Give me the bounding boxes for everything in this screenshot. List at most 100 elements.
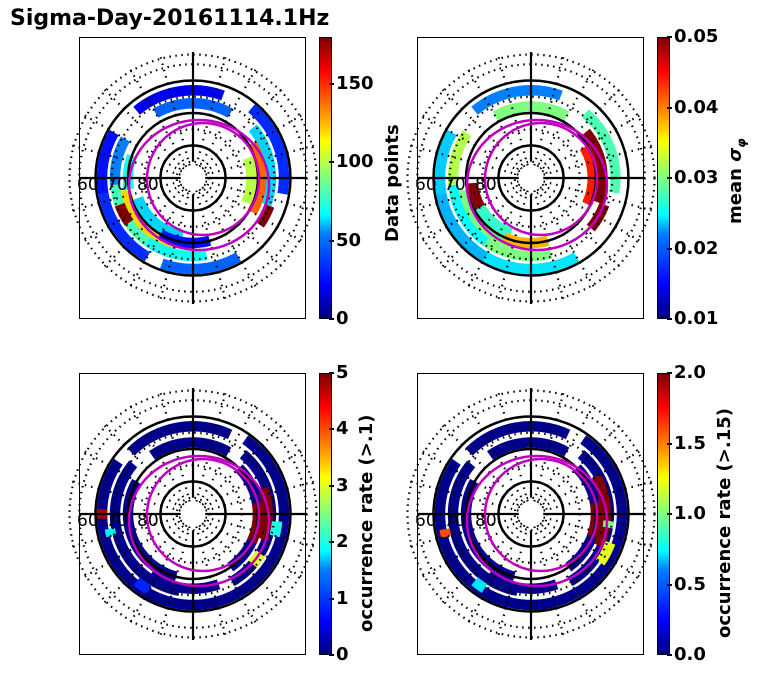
data-bin [471,196,513,238]
colorbar-tick-label: 150 [336,73,374,94]
dotted-lat-circle [68,53,318,303]
lat-label: 80 [137,175,159,195]
data-bin [133,85,225,115]
data-bin [114,202,134,226]
polar-plot: 60 70 80 [405,52,657,304]
data-bin [447,130,472,186]
colorbar-tick-mark [667,442,672,445]
colorbar-tick-mark [329,484,334,487]
dotted-lat-circle [513,160,549,196]
data-bin [109,460,181,596]
colorbar-tick-label: 0.0 [674,644,706,665]
colorbar-tick-mark [667,177,672,179]
data-bin [467,182,485,210]
lat-label: 70 [444,175,466,195]
polar-plot: 60 70 80 [67,52,319,304]
colorbar-tick-mark [329,428,334,431]
dotted-lat-circle [406,389,656,639]
auroral-oval-poleward [483,121,599,237]
auroral-oval-poleward [145,457,261,573]
colorbar-label: occurrence rate (>.1) [356,414,377,632]
data-bin [127,421,233,456]
data-bin [241,156,257,205]
dotted-mlt-line [539,186,624,271]
data-bin [133,196,184,241]
dotted-lat-circle [175,496,211,532]
dotted-lat-circle [513,496,549,532]
data-bin [482,252,580,275]
colorbar-tick-label: 1.0 [674,503,706,524]
auroral-oval-equatorward [465,118,609,252]
data-bin [147,570,221,594]
data-bin [573,435,628,598]
data-bin [471,577,488,593]
colorbar-tick-mark [329,318,334,320]
auroral-oval-poleward [145,121,261,237]
data-bin [255,204,275,228]
colorbar-tick-label: 0 [336,644,349,665]
data-bin [235,435,290,598]
colorbar-tick-label: 3 [336,474,349,496]
colorbar-tick-mark [667,106,672,109]
data-bin [501,232,550,249]
colorbar-tick-label: 0.03 [674,167,719,188]
data-bin [229,450,277,587]
dotted-lat-circle [68,389,318,639]
colorbar-tick-mark [667,36,672,38]
lat-label: 80 [137,511,159,531]
data-bin [475,584,580,611]
auroral-oval-equatorward [465,454,609,588]
data-bin [471,85,563,115]
polar-axes: 60 70 80 [405,373,657,655]
colorbar-label: mean σφ [725,138,749,224]
colorbar-tick-label: 4 [336,418,349,440]
data-bin [137,584,242,611]
colorbar-tick-label: 0.02 [674,237,719,259]
lat-label: 60 [77,175,99,195]
colorbar-tick-mark [329,239,334,242]
dotted-lat-circle [175,160,211,196]
colorbar-tick-label: 2 [336,531,349,553]
colorbar-tick-mark [329,597,334,600]
colorbar-tick-mark [329,372,334,374]
lat-label: 70 [444,511,466,531]
colorbar-tick-mark [329,654,334,656]
data-bin [483,237,553,262]
polar-axes: 60 70 80 [67,37,319,319]
data-bin [487,437,570,460]
colorbar-tick-label: 1.5 [674,432,706,454]
data-bin [160,252,242,275]
data-bin [434,458,509,607]
colorbar-tick-label: 0 [336,308,349,329]
colorbar-tick-mark [667,654,672,656]
data-bin [248,104,290,195]
colorbar-tick-label: 100 [336,151,374,173]
data-bin [581,128,608,205]
lat-label: 70 [106,175,128,195]
colorbar-tick-mark [667,513,672,515]
colorbar [319,373,332,655]
lat-label: 60 [415,511,437,531]
colorbar-tick-mark [329,83,334,85]
data-bin [98,192,151,262]
colorbar-tick-label: 50 [336,229,362,251]
auroral-oval-poleward [483,457,599,573]
lat-label: 70 [106,511,128,531]
lat-label: 60 [77,511,99,531]
colorbar-tick-label: 5 [336,362,349,383]
colorbar-label-text: mean σφ [725,138,749,224]
data-bin [447,460,519,596]
polar-plot: 60 70 80 [405,388,657,640]
colorbar-tick-mark [667,372,672,374]
colorbar [319,37,332,319]
data-bin [485,570,559,594]
data-bin [465,421,571,456]
figure-title: Sigma-Day-20161114.1Hz [10,6,330,31]
colorbar-label: Data points [382,124,403,242]
data-bin [149,437,232,460]
colorbar-tick-label: 0.01 [674,308,719,329]
data-bin [96,458,171,607]
data-bin [104,527,117,538]
colorbar-tick-label: 0.05 [674,26,719,47]
polar-axes: 60 70 80 [405,37,657,319]
